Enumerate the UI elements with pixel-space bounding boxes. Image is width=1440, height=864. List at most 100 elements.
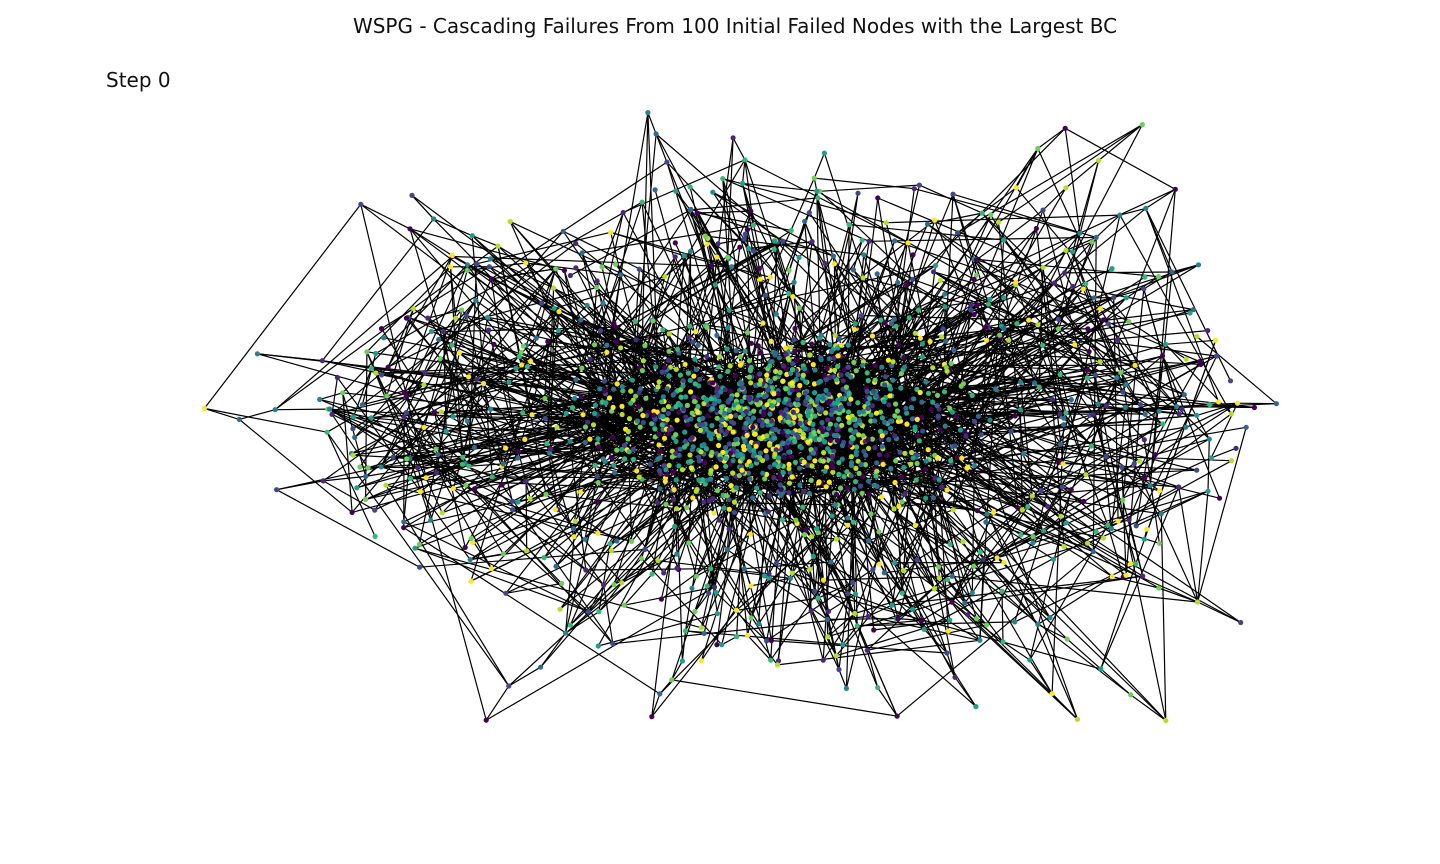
graph-edge [419, 548, 645, 568]
graph-edge [944, 259, 977, 295]
graph-node [768, 418, 775, 424]
graph-node [603, 400, 609, 406]
graph-node [898, 370, 905, 377]
graph-edge [623, 573, 653, 606]
graph-edge [1143, 439, 1160, 544]
graph-node [833, 536, 840, 542]
graph-node [806, 490, 813, 497]
graph-edge [833, 263, 857, 371]
graph-node [841, 474, 847, 480]
graph-edge [360, 203, 411, 230]
graph-edge [827, 592, 973, 638]
graph-node [731, 420, 737, 426]
graph-node [703, 446, 709, 452]
graph-node [868, 418, 874, 424]
graph-edge [1037, 148, 1160, 412]
graph-edge [1065, 403, 1099, 414]
graph-edge [976, 239, 1004, 261]
graph-node [935, 413, 941, 419]
graph-node [808, 398, 815, 404]
graph-edge [651, 609, 737, 718]
graph-edge [417, 414, 644, 469]
graph-edge [371, 367, 425, 386]
graph-edge [914, 188, 1081, 234]
graph-edge [275, 408, 330, 411]
graph-node [792, 439, 798, 445]
graph-edge [654, 428, 728, 551]
graph-edge [866, 650, 879, 688]
graph-node [953, 413, 960, 420]
graph-node [807, 404, 813, 410]
graph-edge [1029, 524, 1109, 661]
graph-edge [981, 212, 1127, 385]
graph-edge [830, 561, 849, 594]
graph-edge [766, 468, 801, 642]
graph-node [716, 517, 722, 523]
graph-edge [1060, 369, 1088, 376]
graph-edge [615, 263, 724, 410]
graph-edge [964, 575, 1143, 604]
graph-edge [505, 476, 598, 594]
graph-edge [497, 245, 527, 264]
graph-node [579, 365, 585, 371]
graph-edge [935, 232, 959, 266]
graph-node [682, 429, 688, 435]
graph-edge [1029, 489, 1072, 661]
graph-edge [1158, 587, 1198, 603]
graph-node [873, 473, 879, 479]
graph-edge [461, 309, 546, 399]
graph-node [819, 420, 825, 426]
graph-edge [696, 212, 706, 237]
graph-edge [831, 515, 904, 571]
graph-edge [675, 190, 691, 211]
graph-edge [1145, 208, 1232, 382]
graph-edge [927, 212, 983, 225]
graph-node [660, 394, 666, 400]
graph-edge [585, 568, 711, 571]
graph-node [750, 495, 756, 501]
graph-node [936, 477, 942, 483]
graph-node [939, 484, 945, 490]
graph-edge [791, 572, 837, 657]
graph-edge [868, 540, 880, 565]
graph-edge [847, 593, 977, 708]
graph-node [834, 427, 840, 433]
graph-node [674, 506, 680, 512]
graph-node [831, 448, 837, 454]
graph-edge [776, 437, 812, 665]
graph-edge [468, 263, 478, 467]
graph-node [876, 452, 883, 458]
graph-edge [716, 137, 734, 258]
graph-edge [414, 547, 702, 629]
graph-edge [901, 592, 914, 610]
graph-node [786, 461, 792, 467]
graph-edge [1122, 499, 1144, 577]
graph-node [915, 307, 922, 313]
graph-node [787, 469, 793, 475]
graph-node [823, 387, 829, 393]
graph-edge [952, 446, 1160, 492]
graph-edge [932, 349, 955, 369]
graph-edge [1088, 351, 1167, 721]
graph-edge [892, 317, 910, 381]
graph-edge [874, 447, 948, 654]
graph-edge [1171, 264, 1199, 273]
graph-edge [894, 319, 1105, 564]
graph-node [619, 403, 625, 409]
graph-edge [1003, 324, 1038, 330]
graph-node [835, 363, 841, 370]
graph-edge [878, 531, 948, 654]
graph-node [792, 459, 799, 465]
graph-edge [1001, 591, 1004, 642]
graph-node [748, 340, 754, 346]
graph-edge [570, 209, 691, 277]
graph-node [934, 455, 941, 461]
graph-node [687, 452, 693, 458]
graph-edge [322, 480, 375, 511]
graph-edge [849, 264, 1199, 476]
graph-node [873, 393, 880, 399]
graph-node [614, 381, 620, 387]
graph-edge [830, 513, 872, 563]
graph-edge [276, 489, 420, 568]
graph-edge [326, 431, 510, 687]
